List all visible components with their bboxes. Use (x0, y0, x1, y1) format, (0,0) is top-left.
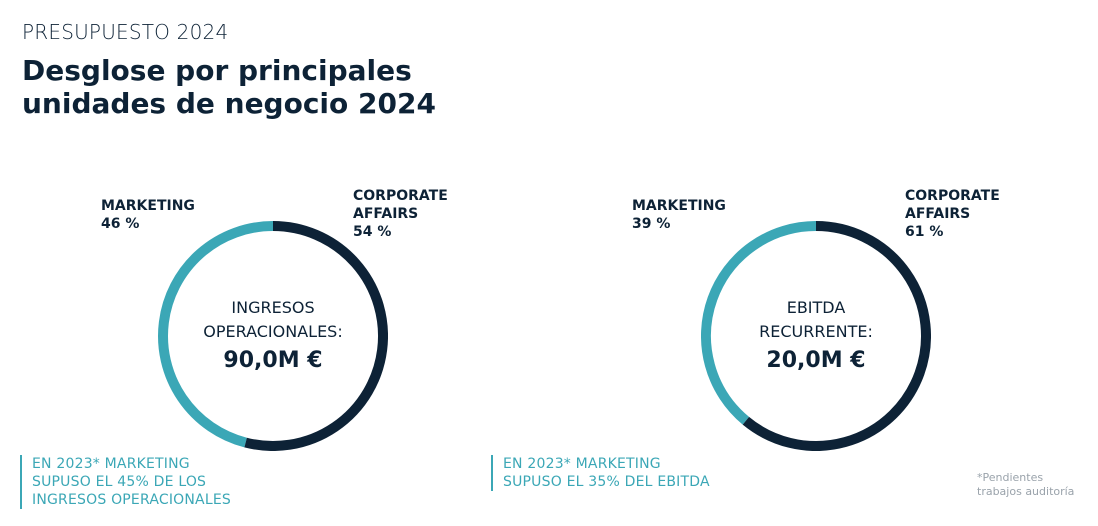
slice-corporate-affairs (742, 221, 931, 451)
slice-value-label: 46 % (101, 216, 140, 232)
note-line-1: EN 2023* MARKETING (32, 456, 190, 472)
slice-label-corporate-affairs: CORPORATE AFFAIRS 54 % (353, 187, 448, 241)
footnote-line-2: trabajos auditoría (977, 485, 1075, 498)
note-line-3: INGRESOS OPERACIONALES (32, 492, 231, 508)
slice-label-marketing: MARKETING 46 % (101, 197, 195, 233)
center-label-line-1: INGRESOS (231, 298, 315, 317)
donut-center: EBITDA RECURRENTE: 20,0M € (701, 221, 931, 451)
slice-name: MARKETING (101, 198, 195, 214)
center-value: 90,0M € (223, 348, 323, 373)
slice-marketing (701, 221, 817, 425)
note-ebitda: EN 2023* MARKETING SUPUSO EL 35% DEL EBI… (491, 455, 710, 491)
slice-name-line-2: AFFAIRS (353, 206, 419, 222)
slice-label-corporate-affairs: CORPORATE AFFAIRS 61 % (905, 187, 1000, 241)
ebitda-donut-chart: EBITDA RECURRENTE: 20,0M € (701, 221, 931, 451)
donut-center: INGRESOS OPERACIONALES: 90,0M € (158, 221, 388, 451)
page-title-line-2: unidades de negocio 2024 (22, 87, 436, 120)
footnote-line-1: *Pendientes (977, 471, 1044, 484)
page-title: Desglose por principales unidades de neg… (22, 54, 622, 120)
slice-value-label: 54 % (353, 224, 392, 240)
slice-value-label: 39 % (632, 216, 671, 232)
footnote: *Pendientes trabajos auditoría (977, 471, 1074, 499)
slice-name-line-1: CORPORATE (905, 188, 1000, 204)
center-label-line-2: OPERACIONALES: (203, 322, 343, 341)
note-line-1: EN 2023* MARKETING (503, 456, 661, 472)
slice-name-line-2: AFFAIRS (905, 206, 971, 222)
note-line-2: SUPUSO EL 35% DEL EBITDA (503, 474, 710, 490)
slice-name-line-1: CORPORATE (353, 188, 448, 204)
slice-corporate-affairs (244, 221, 388, 451)
ingresos-donut-chart: INGRESOS OPERACIONALES: 90,0M € (158, 221, 388, 451)
note-ingresos: EN 2023* MARKETING SUPUSO EL 45% DE LOS … (20, 455, 231, 509)
center-label-line-1: EBITDA (786, 298, 846, 317)
slice-marketing (158, 221, 274, 448)
slice-label-marketing: MARKETING 39 % (632, 197, 726, 233)
ingresos-donut-svg (158, 221, 388, 451)
center-label-line-2: RECURRENTE: (759, 322, 873, 341)
note-line-2: SUPUSO EL 45% DE LOS (32, 474, 207, 490)
ebitda-donut-svg (701, 221, 931, 451)
center-value: 20,0M € (766, 348, 866, 373)
slice-name: MARKETING (632, 198, 726, 214)
eyebrow-title: PRESUPUESTO 2024 (22, 20, 229, 44)
page-title-line-1: Desglose por principales (22, 54, 412, 87)
slice-value-label: 61 % (905, 224, 944, 240)
